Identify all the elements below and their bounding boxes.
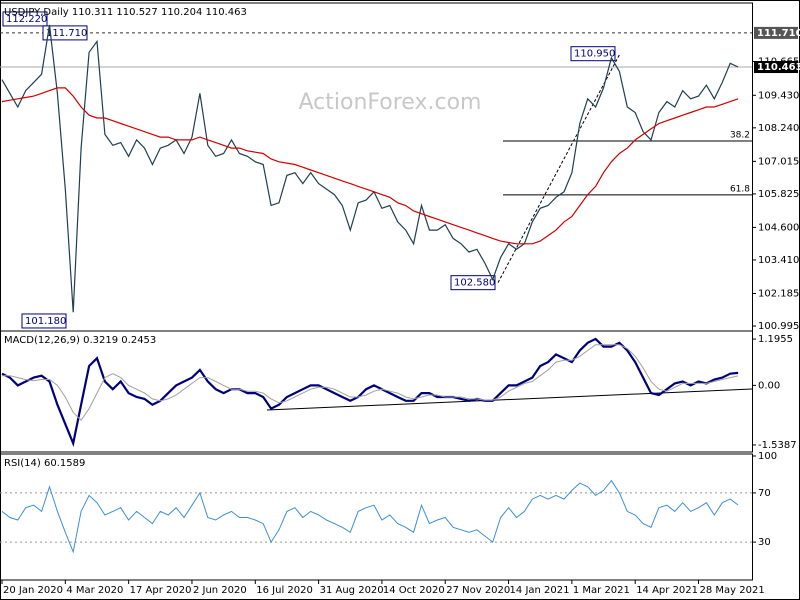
annotation-label: 112.220 <box>6 14 47 25</box>
y-tick-label: 107.015 <box>758 156 799 167</box>
annotation-box <box>21 313 67 329</box>
panel-title: MACD(12,26,9) 0.3219 0.2453 <box>4 335 156 346</box>
series-line <box>1 479 739 554</box>
x-tick-label: 31 Aug 2020 <box>320 585 384 596</box>
y-tick-label: 108.240 <box>758 123 799 134</box>
watermark: ActionForex.com <box>299 90 482 115</box>
annotation-label: 101.180 <box>25 316 66 327</box>
level-label: 111.710 <box>757 28 800 39</box>
annotation-label: 102.580 <box>454 278 495 289</box>
series-line <box>2 344 739 421</box>
annotation-box <box>570 46 616 62</box>
series-line <box>1 24 739 313</box>
x-tick-label: 17 Apr 2020 <box>130 585 192 596</box>
y-tick-label: 104.600 <box>758 222 799 233</box>
level-label: 110.463 <box>757 62 800 73</box>
y-tick-label: 103.410 <box>758 255 799 266</box>
y-tick-label: 70 <box>758 488 771 499</box>
annotation-box <box>42 25 88 41</box>
y-tick-label: 109.430 <box>758 90 799 101</box>
y-tick-label: -1.5387 <box>758 440 797 451</box>
x-tick-label: 20 Jan 2020 <box>3 585 63 596</box>
fib-label: 38.2 <box>730 130 750 140</box>
y-tick-label: 100 <box>758 451 777 462</box>
series-line <box>1 87 739 245</box>
trend-line <box>497 53 621 283</box>
level-box <box>754 61 798 74</box>
y-tick-label: 102.185 <box>758 288 799 299</box>
y-tick-label: 30 <box>758 537 771 548</box>
level-box <box>754 26 798 39</box>
annotation-box <box>2 11 48 27</box>
y-tick-label: 1.1955 <box>758 334 793 345</box>
x-tick-label: 16 Jul 2020 <box>256 585 313 596</box>
y-tick-label: 105.825 <box>758 189 799 200</box>
x-tick-label: 27 Nov 2020 <box>446 585 510 596</box>
x-tick-label: 14 Oct 2020 <box>383 585 445 596</box>
fib-label: 61.8 <box>730 184 750 194</box>
x-tick-label: 28 May 2021 <box>700 585 765 596</box>
panel-border <box>0 453 753 581</box>
macd-trend <box>266 388 753 411</box>
panel-title: RSI(14) 60.1589 <box>4 458 85 469</box>
x-tick-label: 14 Jan 2021 <box>510 585 570 596</box>
x-tick-label: 2 Jun 2020 <box>193 585 247 596</box>
y-tick-label: 0.00 <box>758 380 780 391</box>
x-tick-label: 14 Apr 2021 <box>636 585 698 596</box>
panel-title: USDJPY,Daily 110.311 110.527 110.204 110… <box>4 7 247 18</box>
panel-border <box>0 330 753 453</box>
annotation-label: 110.950 <box>574 49 615 60</box>
y-tick-label: 100.995 <box>758 321 799 332</box>
x-tick-label: 1 Mar 2021 <box>573 585 630 596</box>
annotation-box <box>450 275 496 291</box>
annotation-label: 111.710 <box>46 28 87 39</box>
x-tick-label: 4 Mar 2020 <box>66 585 123 596</box>
